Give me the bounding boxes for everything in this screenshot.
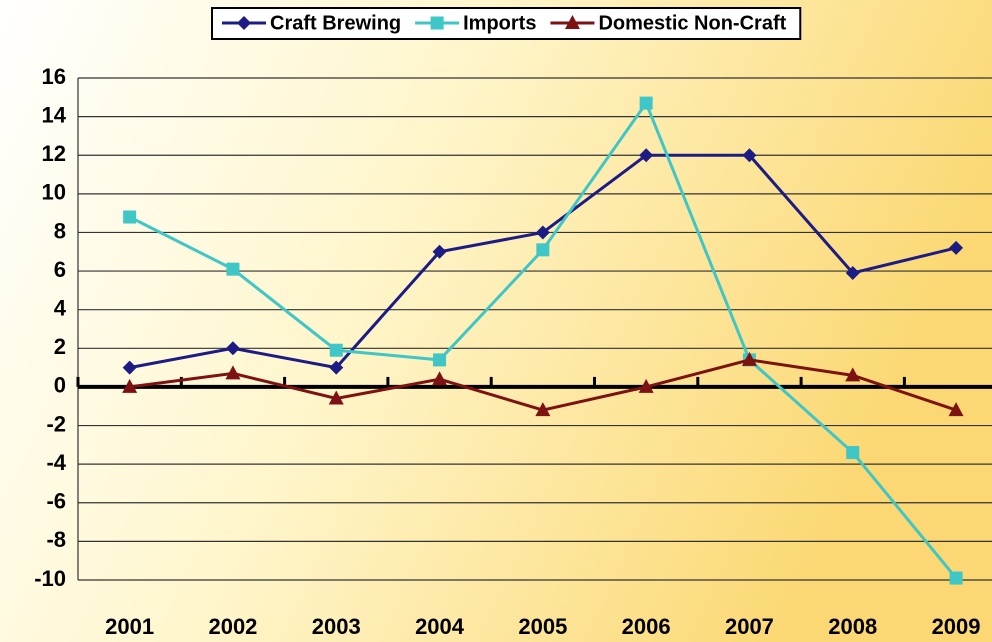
x-tick-label: 2009 (932, 614, 981, 639)
legend-box (211, 7, 802, 40)
data-point (845, 367, 861, 382)
data-point (741, 351, 757, 366)
y-tick-label: 12 (42, 141, 66, 166)
data-point (225, 341, 240, 356)
data-point (845, 266, 860, 281)
data-point (432, 371, 448, 386)
data-point (329, 360, 344, 375)
data-point (433, 353, 447, 367)
data-point (535, 225, 550, 240)
y-tick-label: 8 (54, 218, 66, 243)
legend-label: Imports (463, 12, 536, 34)
data-point (329, 343, 343, 357)
y-tick-label: 4 (54, 296, 67, 321)
legend-label: Craft Brewing (270, 12, 401, 34)
y-tick-label: 2 (54, 334, 66, 359)
legend-marker (564, 15, 580, 29)
legend: Craft Brewing Imports Domestic Non-Craft (211, 7, 802, 40)
y-tick-label: -2 (46, 411, 66, 436)
data-point (226, 262, 240, 276)
x-tick-label: 2003 (312, 614, 361, 639)
legend-label: Domestic Non-Craft (598, 12, 786, 34)
y-tick-label: 10 (42, 180, 66, 205)
data-point (846, 446, 860, 460)
data-point (536, 243, 550, 257)
legend-marker (237, 16, 251, 30)
data-point (948, 402, 964, 417)
legend-marker (430, 16, 444, 30)
data-point (328, 390, 344, 405)
data-point (638, 378, 654, 393)
y-tick-label: -4 (46, 450, 66, 475)
data-point (123, 210, 137, 224)
data-point (122, 378, 138, 393)
data-point (225, 365, 241, 380)
x-tick-label: 2004 (415, 614, 465, 639)
data-point (122, 360, 137, 375)
data-point (639, 96, 653, 110)
x-tick-label: 2008 (828, 614, 877, 639)
data-point (949, 571, 963, 585)
y-tick-label: -8 (46, 527, 66, 552)
y-tick-label: 14 (42, 102, 67, 127)
y-tick-label: -10 (34, 566, 66, 591)
y-tick-label: 0 (54, 373, 66, 398)
y-tick-label: -6 (46, 489, 66, 514)
data-point (639, 148, 654, 163)
x-tick-label: 2001 (105, 614, 154, 639)
data-point (742, 148, 757, 163)
x-tick-label: 2007 (725, 614, 774, 639)
data-point (535, 402, 551, 417)
x-tick-label: 2005 (518, 614, 567, 639)
y-tick-label: 6 (54, 257, 66, 282)
x-tick-label: 2002 (208, 614, 257, 639)
y-tick-label: 16 (42, 64, 66, 89)
data-point (432, 244, 447, 259)
x-tick-label: 2006 (622, 614, 671, 639)
data-point (949, 240, 964, 255)
